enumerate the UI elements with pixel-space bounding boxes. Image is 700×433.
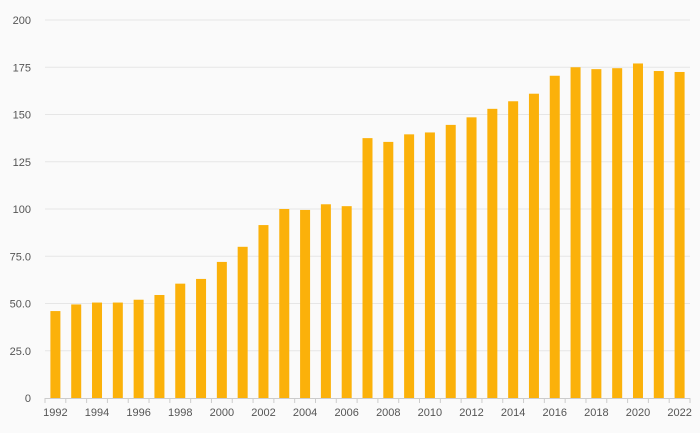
bar-2002 (258, 225, 269, 398)
bar-2007 (362, 138, 373, 398)
bar-2009 (404, 134, 415, 398)
bar-1999 (196, 278, 207, 398)
y-tick-label: 175 (13, 62, 31, 74)
bar-2001 (237, 246, 248, 398)
x-tick-label: 2016 (543, 407, 567, 419)
bar-1994 (92, 302, 103, 398)
y-tick-label: 75.0 (10, 251, 31, 263)
x-axis-tick-labels: 1992 1994 1996 1998 2000 2002 2004 2006 2008 2010… (43, 407, 692, 419)
bar-1996 (133, 299, 144, 398)
x-tick-label: 2014 (501, 407, 525, 419)
bar-2006 (341, 206, 352, 398)
bar-1993 (71, 304, 82, 398)
y-axis-tick-labels: 0 25.0 50.0 75.0 100 125 150 175 200 (10, 15, 31, 405)
bar-2014 (508, 101, 519, 399)
x-tick-label: 2008 (376, 407, 400, 419)
y-tick-label: 25.0 (10, 346, 31, 358)
x-tick-label: 1994 (85, 407, 109, 419)
bar-2008 (383, 141, 394, 398)
bar-2019 (612, 68, 623, 398)
x-tick-label: 2020 (626, 407, 650, 419)
x-tick-label: 1992 (43, 407, 67, 419)
bar-2004 (300, 209, 311, 398)
y-tick-label: 150 (13, 110, 31, 122)
bar-2003 (279, 209, 290, 398)
x-tick-label: 2006 (334, 407, 358, 419)
y-tick-label: 0 (25, 393, 31, 405)
y-tick-label: 200 (13, 15, 31, 27)
bar-2005 (320, 204, 331, 398)
x-axis (44, 398, 691, 403)
bar-2022 (674, 71, 685, 398)
x-tick-label: 2004 (293, 407, 317, 419)
x-tick-label: 1998 (168, 407, 192, 419)
bar-2015 (528, 93, 539, 399)
bar-2012 (466, 117, 477, 399)
x-tick-label: 1996 (126, 407, 150, 419)
y-tick-label: 125 (13, 157, 31, 169)
bar-2000 (216, 261, 227, 398)
x-tick-label: 2002 (251, 407, 275, 419)
bar-2011 (445, 124, 456, 399)
bar-2010 (424, 132, 435, 398)
x-tick-label: 2000 (210, 407, 234, 419)
bar-2020 (632, 63, 643, 398)
y-tick-label: 50.0 (10, 299, 31, 311)
x-tick-label: 2010 (418, 407, 442, 419)
bar-1997 (154, 294, 165, 398)
bar-1995 (112, 302, 123, 398)
bar-1998 (175, 283, 186, 398)
bar-2018 (591, 69, 602, 398)
bar-1992 (50, 311, 61, 398)
x-tick-label: 2012 (459, 407, 483, 419)
bar-2016 (549, 75, 560, 398)
bar-2017 (570, 67, 581, 398)
bar-2013 (487, 108, 498, 398)
bar-2021 (653, 71, 664, 398)
y-tick-label: 100 (13, 204, 31, 216)
x-tick-label: 2022 (667, 407, 691, 419)
bars (50, 63, 685, 399)
x-tick-label: 2018 (584, 407, 608, 419)
